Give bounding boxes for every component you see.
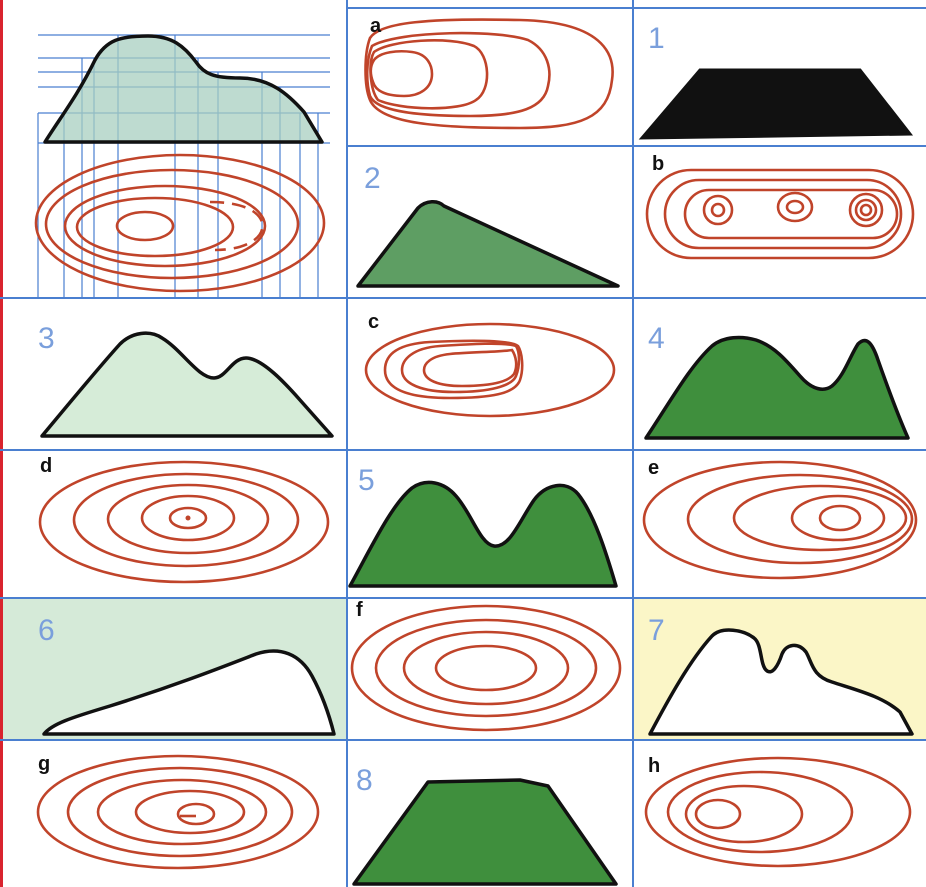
contour-map-e — [642, 460, 918, 580]
profile-7 — [648, 628, 914, 736]
label-2: 2 — [364, 162, 381, 195]
label-d: d — [40, 455, 52, 477]
profile-4 — [644, 335, 910, 440]
profile-3 — [40, 331, 334, 438]
example-contour-map — [34, 153, 326, 293]
label-f: f — [356, 599, 363, 621]
label-1: 1 — [648, 22, 665, 55]
label-6: 6 — [38, 614, 55, 647]
profile-1 — [638, 68, 914, 140]
label-4: 4 — [648, 322, 665, 355]
contour-map-g — [36, 754, 320, 870]
label-8: 8 — [356, 764, 373, 797]
contour-map-f — [350, 604, 622, 732]
label-g: g — [38, 753, 50, 775]
profile-8 — [352, 778, 618, 886]
contour-map-c — [364, 322, 616, 418]
label-e: e — [648, 457, 659, 479]
contour-map-a — [364, 18, 614, 130]
label-7: 7 — [648, 614, 665, 647]
label-b: b — [652, 153, 664, 175]
profile-6 — [42, 649, 336, 736]
label-a: a — [370, 15, 382, 37]
contour-map-d — [38, 460, 330, 584]
label-3: 3 — [38, 322, 55, 355]
example-profile — [43, 34, 324, 144]
label-5: 5 — [358, 464, 375, 497]
profile-2 — [356, 200, 620, 288]
label-h: h — [648, 755, 660, 777]
contour-map-h — [644, 756, 912, 868]
left-edge-stripe — [0, 0, 3, 887]
contour-map-b — [645, 168, 915, 260]
summit-dot-d — [185, 515, 191, 521]
profile-5 — [348, 480, 618, 588]
label-c: c — [368, 311, 379, 333]
